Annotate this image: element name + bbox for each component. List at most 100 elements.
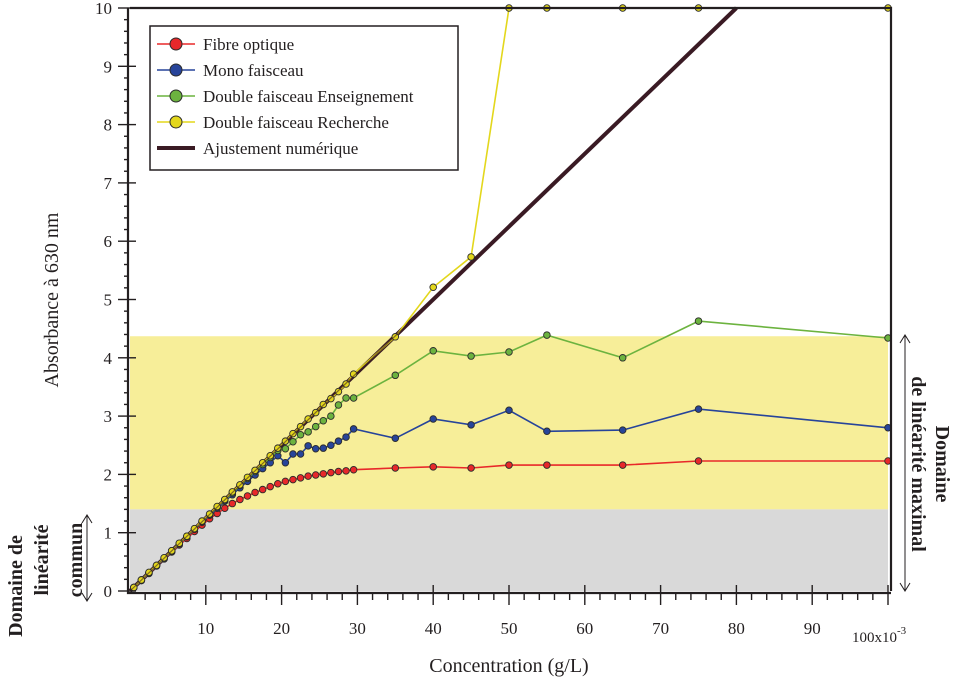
data-point	[319, 470, 328, 478]
data-point	[296, 431, 305, 439]
y-tick-label: 10	[95, 0, 112, 18]
data-point	[327, 412, 335, 420]
data-point	[467, 253, 475, 261]
annotation-right-line2: de linéarité maximal	[907, 376, 929, 552]
axes-frame	[126, 6, 893, 595]
data-point	[505, 461, 513, 469]
data-point	[289, 450, 297, 458]
y-tick-label: 6	[104, 232, 113, 251]
y-tick-label: 2	[104, 465, 113, 484]
data-point	[228, 499, 237, 508]
legend-label: Fibre optique	[203, 35, 294, 54]
data-point	[311, 422, 320, 431]
data-point	[334, 401, 343, 409]
x-tick-label: 70	[652, 619, 669, 638]
data-point	[467, 352, 475, 360]
domain-bands	[130, 336, 888, 591]
data-point	[694, 317, 703, 325]
data-point	[543, 331, 551, 339]
y-axis-label: Absorbance à 630 nm	[41, 212, 63, 387]
data-point	[429, 463, 437, 471]
x-multiplier-base: 100x10	[852, 630, 897, 646]
data-point	[505, 406, 513, 415]
legend-swatch-marker	[169, 89, 183, 103]
data-point	[281, 458, 290, 467]
y-tick-label: 8	[104, 116, 113, 135]
data-point	[349, 394, 358, 402]
data-point	[334, 437, 343, 445]
legend-swatch-marker	[169, 115, 183, 129]
data-point	[327, 441, 335, 450]
x-tick-label: 80	[728, 619, 745, 638]
data-point	[304, 442, 312, 450]
data-point	[243, 492, 252, 500]
data-point	[327, 468, 335, 477]
data-point	[311, 471, 320, 479]
data-point	[289, 438, 297, 446]
data-point	[258, 485, 267, 494]
data-point	[618, 461, 627, 469]
x-tick-label: 60	[576, 619, 593, 638]
x-axis-label: Concentration (g/L)	[429, 655, 588, 677]
annotation-left-line2: linéarité	[31, 524, 53, 595]
legend-item: Double faisceau Recherche	[157, 113, 389, 132]
data-point	[251, 488, 259, 497]
y-tick-label: 9	[104, 57, 113, 76]
data-point	[543, 427, 551, 436]
data-point	[334, 387, 343, 396]
legend-box	[149, 25, 459, 171]
data-point	[391, 434, 400, 443]
data-point	[296, 450, 305, 458]
legend-label: Double faisceau Enseignement	[203, 87, 414, 106]
data-point	[304, 472, 312, 480]
data-point	[281, 444, 290, 453]
x-tick-label: 10	[197, 619, 214, 638]
data-point	[274, 479, 282, 488]
data-point	[281, 477, 290, 486]
data-point	[391, 371, 400, 380]
data-point	[342, 433, 350, 441]
data-point	[429, 283, 437, 292]
data-point	[467, 421, 475, 429]
data-point	[391, 464, 400, 472]
data-point	[543, 461, 551, 469]
data-point	[429, 415, 437, 423]
y-tick-label: 5	[104, 291, 113, 310]
x-tick-label: 90	[804, 619, 821, 638]
right-arrow-head-top	[899, 334, 911, 344]
data-point	[304, 428, 312, 436]
x-tick-label: 20	[273, 619, 290, 638]
left-arrow-head-bottom	[81, 592, 93, 602]
legend: Fibre optique Mono faisceau Double faiscea…	[149, 25, 459, 171]
data-point	[266, 482, 274, 491]
right-arrow-head-bottom	[899, 582, 911, 592]
data-point	[342, 467, 350, 475]
data-point	[349, 425, 358, 433]
left-arrow-head-top	[81, 514, 93, 524]
data-point	[319, 444, 328, 452]
annotation-linearite-maximal: Domaine de linéarité maximal	[899, 334, 953, 592]
data-point	[342, 394, 350, 402]
data-point	[236, 495, 244, 504]
data-point	[334, 467, 343, 476]
data-point	[220, 504, 229, 512]
data-point	[694, 457, 703, 465]
y-tick-label: 1	[104, 524, 113, 543]
plot-frame	[126, 6, 893, 595]
data-point	[429, 347, 437, 355]
band-linearite-commun	[130, 509, 888, 591]
fit-line-overlay	[129, 7, 737, 592]
data-point	[618, 354, 627, 362]
data-point	[319, 417, 328, 425]
x-multiplier-exponent: -3	[897, 625, 907, 637]
legend-item: Fibre optique	[157, 35, 294, 54]
data-point	[349, 465, 358, 474]
data-point	[467, 464, 475, 472]
y-tick-label: 4	[104, 349, 113, 368]
axis-ticks: 0 1 2 3 4 5 6 7 8 9 10 10 20 30 40 50 60 70 80 90	[95, 0, 889, 638]
x-tick-label: 40	[425, 619, 442, 638]
data-point	[618, 426, 627, 434]
data-point	[694, 405, 703, 413]
x-tick-label: 30	[349, 619, 366, 638]
